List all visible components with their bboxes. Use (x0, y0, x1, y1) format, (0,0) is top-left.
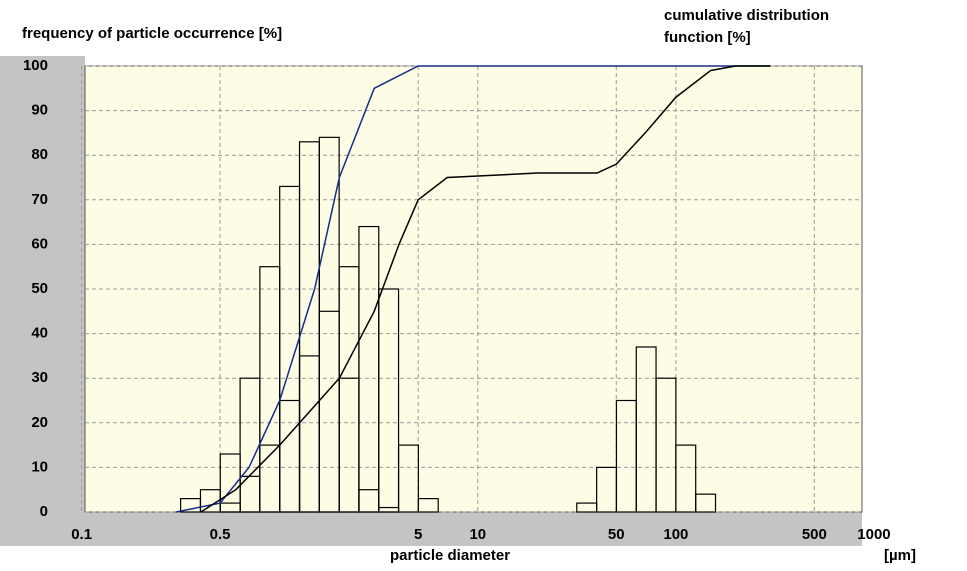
y-tick-label: 80 (31, 146, 48, 163)
x-unit: [µm] (884, 547, 916, 564)
y-tick-label: 60 (31, 235, 48, 252)
y-tick-label: 70 (31, 191, 48, 208)
x-tick-label: 50 (608, 526, 625, 543)
x-tick-label: 1000 (857, 526, 890, 543)
cumulative-line (200, 65, 771, 513)
bar (417, 498, 439, 513)
y-tick-label: 10 (31, 458, 48, 475)
y-tick-label: 90 (31, 102, 48, 119)
bottom-band (85, 512, 862, 546)
x-tick-label: 500 (802, 526, 827, 543)
x-tick-label: 10 (469, 526, 486, 543)
bar (695, 493, 717, 513)
y-title: frequency of particle occurrence [%] (22, 25, 282, 42)
x-tick-label: 5 (414, 526, 422, 543)
bar (397, 444, 419, 513)
cumulative-line (175, 65, 771, 513)
y2-title: function [%] (664, 29, 751, 46)
x-title: particle diameter (390, 547, 510, 564)
y-tick-label: 100 (23, 57, 48, 74)
y-tick-label: 40 (31, 325, 48, 342)
bar (675, 444, 697, 513)
y-tick-label: 30 (31, 369, 48, 386)
x-tick-label: 0.1 (71, 526, 92, 543)
left-band (0, 56, 85, 546)
x-tick-label: 100 (663, 526, 688, 543)
y2-title: cumulative distribution (664, 7, 829, 24)
y-tick-label: 0 (40, 503, 48, 520)
bar (378, 288, 400, 513)
y-tick-label: 50 (31, 280, 48, 297)
x-tick-label: 0.5 (210, 526, 231, 543)
y-tick-label: 20 (31, 414, 48, 431)
